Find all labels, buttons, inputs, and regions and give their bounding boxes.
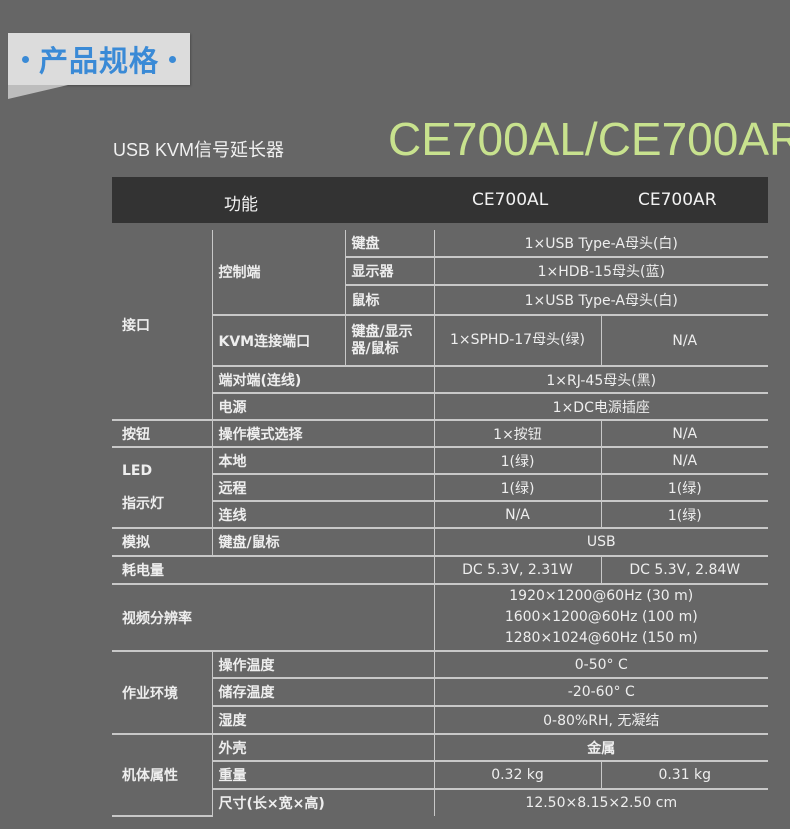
cell-kvm-ar: N/A	[600, 315, 769, 367]
table-row: 端对端(连线) 1×RJ-45母头(黑)	[112, 366, 769, 394]
cell-housing-value: 金属	[433, 734, 769, 762]
table-row: 作业环境 操作温度 0-50° C	[112, 651, 769, 735]
table-row: 连线 N/A 1(绿)	[112, 501, 769, 529]
cell-console: 控制端	[211, 230, 345, 316]
cell-button-al: 1×按钮	[433, 420, 601, 448]
table-row: 湿度 0-80%RH, 无凝结	[112, 706, 769, 735]
cell-kvm-al: 1×SPHD-17母头(绿)	[433, 315, 601, 367]
video-res-1: 1920×1200@60Hz (30 m)	[509, 588, 694, 604]
cell-online-ar: 1(绿)	[600, 501, 769, 529]
cell-interface: 接口	[112, 230, 212, 421]
cell-link: 端对端(连线)	[211, 366, 434, 394]
table-row: 模拟 键盘/鼠标 USB	[112, 528, 769, 557]
table-row: LED 指示灯 本地 1(绿) N/A	[112, 447, 769, 529]
bullet-dot-icon	[21, 55, 29, 63]
cell-button: 按钮	[112, 420, 212, 448]
cell-led: LED 指示灯	[112, 447, 212, 529]
video-res-2: 1600×1200@60Hz (100 m)	[504, 609, 698, 625]
table-row: 电源 1×DC电源插座	[112, 393, 769, 421]
model-title: CE700AL/CE700AR	[388, 113, 790, 165]
table-row: 鼠标 1×USB Type-A母头(白)	[112, 285, 769, 316]
cell-environment: 作业环境	[112, 651, 212, 735]
table-row: 储存温度 -20-60° C	[112, 678, 769, 707]
cell-online-al: N/A	[433, 501, 601, 529]
product-subtitle: USB KVM信号延长器	[113, 140, 285, 160]
banner-fold	[8, 85, 68, 99]
cell-mouse-value: 1×USB Type-A母头(白)	[433, 285, 769, 316]
header-ce700al: CE700AL	[472, 190, 549, 210]
table-row: 按钮 操作模式选择 1×按钮 N/A	[112, 420, 769, 448]
cell-remote: 远程	[211, 474, 434, 502]
table-row: 视频分辨率 1920×1200@60Hz (30 m) 1600×1200@60…	[112, 584, 769, 652]
spec-table: 接口 控制端 键盘 1×USB Type-A母头(白) 显示器 1×HDB-15…	[112, 230, 769, 817]
cell-mode-select: 操作模式选择	[211, 420, 434, 448]
cell-kvm-sub: 键盘/显示器/鼠标	[344, 315, 434, 367]
cell-power-value: 1×DC电源插座	[433, 393, 769, 421]
cell-mouse: 鼠标	[344, 285, 434, 316]
cell-physical: 机体属性	[112, 734, 212, 817]
cell-local-ar: N/A	[600, 447, 769, 475]
header-feature: 功能	[224, 195, 258, 215]
indicator-label: 指示灯	[122, 495, 164, 512]
header-ce700ar: CE700AR	[638, 190, 717, 210]
cell-video-value: 1920×1200@60Hz (30 m) 1600×1200@60Hz (10…	[433, 584, 769, 652]
cell-weight-al: 0.32 kg	[433, 761, 601, 790]
table-row: 远程 1(绿) 1(绿)	[112, 474, 769, 502]
table-row: 接口 控制端 键盘 1×USB Type-A母头(白)	[112, 230, 769, 421]
cell-housing: 外壳	[211, 734, 434, 762]
cell-link-value: 1×RJ-45母头(黑)	[433, 366, 769, 394]
table-header: 功能 CE700AL CE700AR	[112, 177, 768, 223]
cell-emulation-value: USB	[433, 528, 769, 557]
cell-kbd-mouse: 键盘/鼠标	[211, 528, 434, 557]
cell-keyboard-value: 1×USB Type-A母头(白)	[433, 230, 769, 258]
cell-weight-ar: 0.31 kg	[600, 761, 769, 790]
section-banner: 产品规格	[8, 33, 190, 85]
cell-remote-ar: 1(绿)	[600, 474, 769, 502]
cell-consumption: 耗电量	[112, 556, 434, 585]
cell-humidity-value: 0-80%RH, 无凝结	[433, 706, 769, 735]
cell-storage-temp-value: -20-60° C	[433, 678, 769, 707]
cell-dimensions-value: 12.50×8.15×2.50 cm	[433, 789, 769, 816]
cell-online: 连线	[211, 501, 434, 529]
cell-op-temp: 操作温度	[211, 651, 434, 679]
banner-label: 产品规格	[38, 44, 159, 78]
cell-power: 电源	[211, 393, 434, 421]
cell-storage-temp: 储存温度	[211, 678, 434, 707]
table-row: 显示器 1×HDB-15母头(蓝)	[112, 257, 769, 286]
cell-emulation: 模拟	[112, 528, 212, 557]
bullet-dot-icon	[169, 55, 176, 63]
cell-weight: 重量	[211, 761, 434, 790]
cell-kvm-port: KVM连接端口	[211, 315, 345, 367]
cell-keyboard: 键盘	[344, 230, 434, 258]
table-row: 耗电量 DC 5.3V, 2.31W DC 5.3V, 2.84W	[112, 556, 769, 585]
video-res-3: 1280×1024@60Hz (150 m)	[504, 630, 698, 646]
table-row: 重量 0.32 kg 0.31 kg	[112, 761, 769, 790]
cell-dimensions: 尺寸(长×宽×高)	[211, 789, 434, 816]
cell-button-ar: N/A	[600, 420, 769, 448]
table-row: 机体属性 外壳 金属	[112, 734, 769, 817]
cell-op-temp-value: 0-50° C	[433, 651, 769, 679]
cell-humidity: 湿度	[211, 706, 434, 735]
cell-local-al: 1(绿)	[433, 447, 601, 475]
cell-monitor-value: 1×HDB-15母头(蓝)	[433, 257, 769, 286]
table-row: 尺寸(长×宽×高) 12.50×8.15×2.50 cm	[112, 789, 769, 816]
cell-consumption-ar: DC 5.3V, 2.84W	[600, 556, 769, 585]
table-row: KVM连接端口 键盘/显示器/鼠标 1×SPHD-17母头(绿) N/A	[112, 315, 769, 367]
led-label: LED	[122, 462, 153, 479]
cell-video: 视频分辨率	[112, 584, 434, 652]
cell-remote-al: 1(绿)	[433, 474, 601, 502]
cell-consumption-al: DC 5.3V, 2.31W	[433, 556, 601, 585]
cell-monitor: 显示器	[344, 257, 434, 286]
cell-local: 本地	[211, 447, 434, 475]
